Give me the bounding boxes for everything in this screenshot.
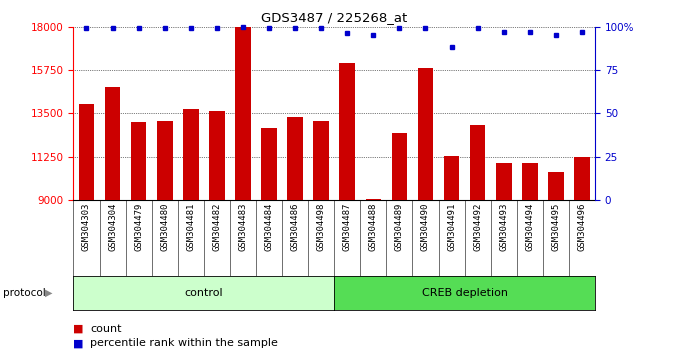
Text: ■: ■ — [73, 338, 84, 348]
Bar — [209, 112, 224, 354]
Text: GSM304479: GSM304479 — [134, 202, 143, 251]
Text: GSM304483: GSM304483 — [239, 202, 248, 251]
Text: GSM304488: GSM304488 — [369, 202, 378, 251]
Bar — [444, 156, 460, 354]
Text: count: count — [90, 324, 122, 333]
Text: GSM304496: GSM304496 — [577, 202, 586, 251]
Bar — [366, 199, 381, 354]
Bar — [496, 164, 511, 354]
Text: GSM304491: GSM304491 — [447, 202, 456, 251]
Text: percentile rank within the sample: percentile rank within the sample — [90, 338, 278, 348]
Bar — [522, 164, 538, 354]
Text: GSM304487: GSM304487 — [343, 202, 352, 251]
Text: control: control — [184, 288, 223, 298]
Bar — [287, 117, 303, 354]
Text: GSM304481: GSM304481 — [186, 202, 195, 251]
Text: GSM304495: GSM304495 — [551, 202, 560, 251]
Bar — [418, 68, 433, 354]
Bar — [183, 109, 199, 354]
Text: protocol: protocol — [3, 288, 46, 298]
Text: ■: ■ — [73, 324, 84, 333]
Text: GSM304304: GSM304304 — [108, 202, 117, 251]
Bar — [235, 27, 251, 354]
Text: GSM304484: GSM304484 — [265, 202, 273, 251]
Bar — [105, 87, 120, 354]
Text: GSM304498: GSM304498 — [317, 202, 326, 251]
Bar — [157, 121, 173, 354]
Text: GDS3487 / 225268_at: GDS3487 / 225268_at — [261, 11, 407, 24]
Text: CREB depletion: CREB depletion — [422, 288, 507, 298]
Text: GSM304482: GSM304482 — [212, 202, 222, 251]
Bar — [313, 121, 329, 354]
Text: GSM304486: GSM304486 — [290, 202, 300, 251]
Text: GSM304494: GSM304494 — [526, 202, 534, 251]
Bar — [574, 156, 590, 354]
Bar — [392, 132, 407, 354]
Text: GSM304492: GSM304492 — [473, 202, 482, 251]
Bar — [261, 128, 277, 354]
Text: GSM304303: GSM304303 — [82, 202, 91, 251]
Bar — [79, 104, 95, 354]
Text: ▶: ▶ — [45, 288, 53, 298]
Bar — [548, 172, 564, 354]
Bar — [131, 122, 146, 354]
Text: GSM304480: GSM304480 — [160, 202, 169, 251]
Bar — [339, 63, 355, 354]
Bar — [470, 125, 486, 354]
Text: GSM304489: GSM304489 — [395, 202, 404, 251]
Text: GSM304493: GSM304493 — [499, 202, 508, 251]
Text: GSM304490: GSM304490 — [421, 202, 430, 251]
